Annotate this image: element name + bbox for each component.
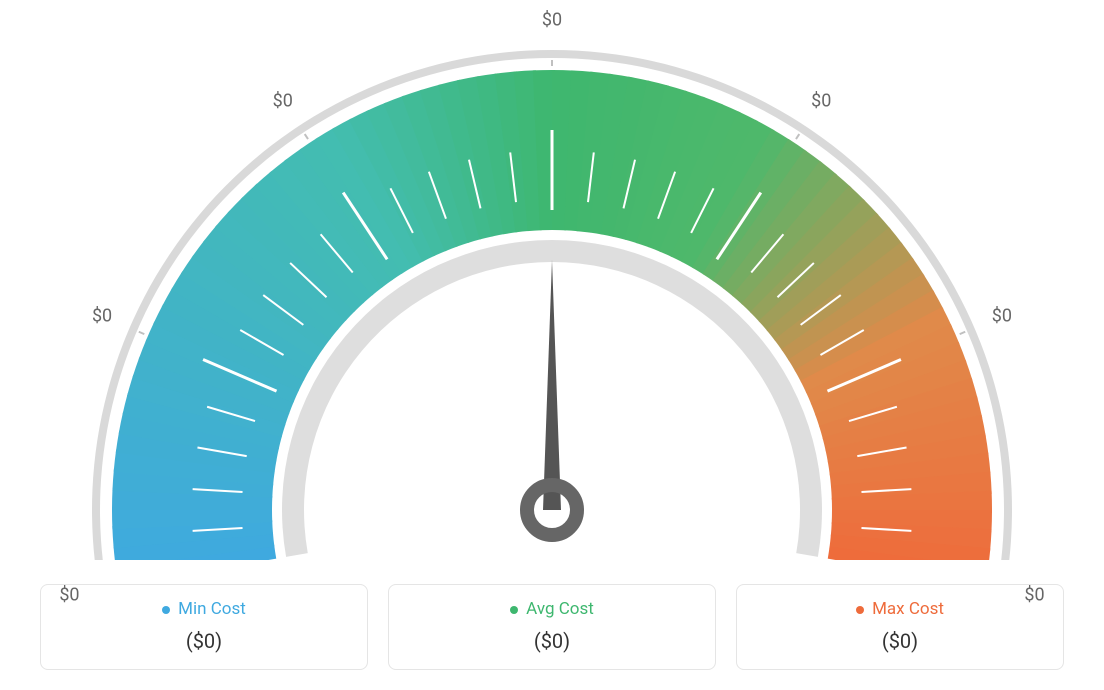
legend-label-text-avg: Avg Cost: [526, 599, 594, 619]
gauge-tick-label: $0: [992, 305, 1012, 326]
legend-card-min: Min Cost ($0): [40, 584, 368, 670]
gauge-tick-label: $0: [542, 10, 562, 31]
legend-value-min: ($0): [51, 629, 357, 653]
legend-value-max: ($0): [747, 629, 1053, 653]
legend-dot-max: [856, 606, 864, 614]
gauge-svg: [0, 0, 1104, 560]
legend-row: Min Cost ($0) Avg Cost ($0) Max Cost ($0…: [40, 584, 1064, 670]
legend-value-avg: ($0): [399, 629, 705, 653]
legend-label-text-min: Min Cost: [178, 599, 246, 619]
legend-card-max: Max Cost ($0): [736, 584, 1064, 670]
gauge-chart-container: $0$0$0$0$0$0$0 Min Cost ($0) Avg Cost ($…: [0, 0, 1104, 690]
legend-label-max: Max Cost: [747, 599, 1053, 619]
legend-dot-min: [162, 606, 170, 614]
legend-label-avg: Avg Cost: [399, 599, 705, 619]
legend-card-avg: Avg Cost ($0): [388, 584, 716, 670]
gauge-tick-label: $0: [92, 305, 112, 326]
legend-label-min: Min Cost: [51, 599, 357, 619]
gauge-tick-label: $0: [811, 90, 831, 111]
legend-dot-avg: [510, 606, 518, 614]
gauge-area: $0$0$0$0$0$0$0: [0, 0, 1104, 560]
gauge-tick-label: $0: [273, 90, 293, 111]
legend-label-text-max: Max Cost: [872, 599, 944, 619]
